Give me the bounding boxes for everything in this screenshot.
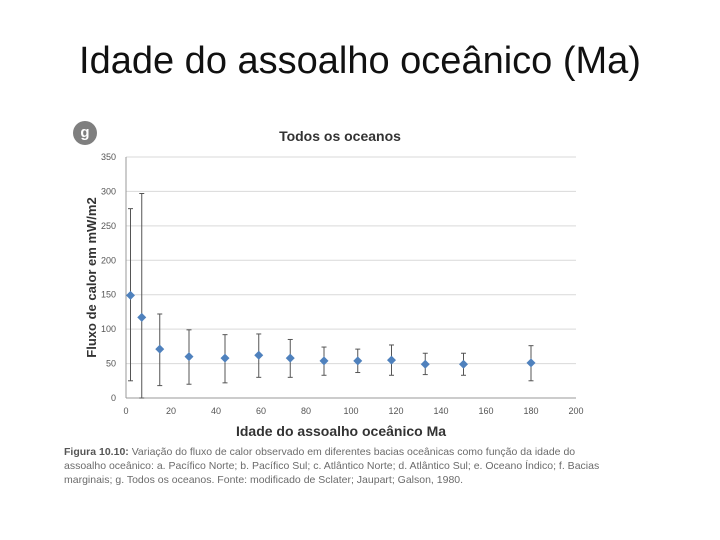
data-point-marker xyxy=(459,359,468,369)
x-axis-label: Idade do assoalho oceânico Ma xyxy=(236,423,446,439)
data-point-marker xyxy=(387,355,396,365)
x-tick-label: 200 xyxy=(568,406,583,416)
x-tick-label: 60 xyxy=(256,406,266,416)
y-tick-label: 50 xyxy=(106,359,116,369)
y-tick-label: 300 xyxy=(101,186,116,196)
figure-caption: Figura 10.10: Variação do fluxo de calor… xyxy=(64,445,604,487)
axis-ticks: 0 50 100 150 200 250 300 350 0 20 40 60 80 100 120 140 1… xyxy=(101,152,584,416)
caption-text: Variação do fluxo de calor observado em … xyxy=(64,446,600,486)
data-point-marker xyxy=(254,350,264,360)
data-point-marker xyxy=(184,352,194,362)
y-tick-label: 350 xyxy=(101,152,116,162)
data-point-marker xyxy=(285,353,295,363)
data-points xyxy=(126,290,536,369)
x-tick-label: 120 xyxy=(388,406,403,416)
y-tick-label: 100 xyxy=(101,324,116,334)
x-tick-label: 180 xyxy=(523,406,538,416)
chart-title: Todos os oceanos xyxy=(279,128,401,144)
chart-grid xyxy=(126,156,576,365)
x-tick-label: 160 xyxy=(478,406,493,416)
data-point-marker xyxy=(420,359,430,369)
data-point-marker xyxy=(319,356,329,366)
slide-title: Idade do assoalho oceânico (Ma) xyxy=(79,40,641,82)
y-tick-label: 0 xyxy=(111,393,116,403)
x-tick-label: 100 xyxy=(343,406,358,416)
y-tick-label: 150 xyxy=(101,290,116,300)
data-point-marker xyxy=(137,312,147,322)
x-tick-label: 20 xyxy=(166,406,176,416)
panel-label-badge: g xyxy=(73,121,97,145)
data-point-marker xyxy=(126,290,135,300)
y-tick-label: 200 xyxy=(101,255,116,265)
caption-figure-label: Figura 10.10: xyxy=(64,446,129,458)
data-point-marker xyxy=(353,356,363,366)
data-point-marker xyxy=(220,353,230,363)
error-bars xyxy=(128,192,534,399)
x-tick-label: 140 xyxy=(433,406,448,416)
y-axis-label: Fluxo de calor em mW/m2 xyxy=(84,197,99,357)
y-tick-label: 250 xyxy=(101,221,116,231)
x-tick-label: 80 xyxy=(301,406,311,416)
data-point-marker xyxy=(526,358,536,368)
x-tick-label: 40 xyxy=(211,406,221,416)
data-point-marker xyxy=(155,344,165,354)
x-tick-label: 0 xyxy=(123,406,128,416)
